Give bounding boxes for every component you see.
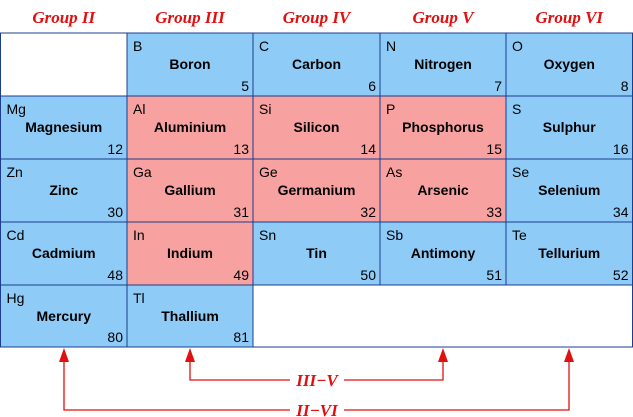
element-cell — [505, 32, 633, 97]
element-cell — [0, 158, 128, 223]
element-name: Silicon — [294, 119, 340, 135]
element-cell — [505, 221, 633, 286]
element-symbol: In — [133, 227, 145, 243]
element-symbol: N — [386, 38, 396, 54]
element-cell — [379, 95, 507, 160]
element-symbol: Al — [133, 101, 145, 117]
group-label: Group IV — [283, 8, 352, 27]
element-symbol: As — [386, 164, 402, 180]
element-name: Gallium — [164, 182, 215, 198]
element-cell — [126, 221, 254, 286]
element-cell — [126, 95, 254, 160]
element-symbol: Sb — [386, 227, 403, 243]
element-cell — [252, 95, 381, 160]
element-symbol: Si — [259, 101, 271, 117]
element-cell — [0, 284, 128, 348]
element-name: Magnesium — [25, 119, 102, 135]
element-cell — [505, 158, 633, 223]
arrow-head — [564, 348, 574, 362]
element-symbol: Se — [512, 164, 529, 180]
element-name: Cadmium — [32, 245, 96, 261]
atomic-number: 80 — [107, 329, 123, 345]
atomic-number: 15 — [486, 141, 502, 157]
element-name: Zinc — [49, 182, 78, 198]
atomic-number: 13 — [233, 141, 249, 157]
element-cell — [252, 158, 381, 223]
element-cell — [252, 221, 381, 286]
element-name: Aluminium — [154, 119, 226, 135]
element-name: Boron — [169, 56, 210, 72]
element-name: Antimony — [411, 245, 476, 261]
group-label: Group III — [155, 8, 226, 27]
element-name: Mercury — [37, 308, 92, 324]
group-label: Group VI — [535, 8, 604, 27]
group-label: Group II — [32, 8, 96, 27]
element-name: Germanium — [278, 182, 356, 198]
group-label: Group V — [413, 8, 476, 27]
element-symbol: Te — [512, 227, 527, 243]
arrow-ii-vi — [63, 356, 570, 411]
atomic-number: 16 — [613, 141, 629, 157]
element-name: Oxygen — [544, 56, 595, 72]
element-symbol: B — [133, 38, 142, 54]
pair-label: II−VI — [295, 401, 339, 417]
element-name: Phosphorus — [402, 119, 484, 135]
atomic-number: 50 — [360, 267, 376, 283]
element-name: Tin — [306, 245, 327, 261]
element-symbol: S — [512, 101, 521, 117]
element-cell — [126, 158, 254, 223]
atomic-number: 8 — [621, 78, 629, 94]
arrow-head — [59, 348, 69, 362]
atomic-number: 31 — [233, 204, 249, 220]
atomic-number: 48 — [107, 267, 123, 283]
element-name: Arsenic — [417, 182, 469, 198]
arrow-head — [438, 348, 448, 362]
element-name: Indium — [167, 245, 213, 261]
element-symbol: C — [259, 38, 269, 54]
element-name: Nitrogen — [414, 56, 472, 72]
atomic-number: 81 — [233, 329, 249, 345]
element-name: Selenium — [538, 182, 600, 198]
element-cell — [0, 221, 128, 286]
element-name: Tellurium — [538, 245, 600, 261]
atomic-number: 51 — [486, 267, 502, 283]
atomic-number: 33 — [486, 204, 502, 220]
atomic-number: 32 — [360, 204, 376, 220]
element-symbol: Cd — [7, 227, 25, 243]
atomic-number: 12 — [107, 141, 123, 157]
arrows: III−V II−VI — [59, 348, 574, 417]
element-cell — [126, 284, 254, 348]
element-symbol: Ga — [133, 164, 152, 180]
element-symbol: Sn — [259, 227, 276, 243]
pair-label: III−V — [295, 371, 339, 390]
element-cell — [379, 158, 507, 223]
element-cell — [505, 95, 633, 160]
element-symbol: P — [386, 101, 395, 117]
arrow-head — [185, 348, 195, 362]
atomic-number: 52 — [613, 267, 629, 283]
element-symbol: Zn — [7, 164, 23, 180]
atomic-number: 34 — [613, 204, 629, 220]
atomic-number: 7 — [494, 78, 502, 94]
element-symbol: Hg — [7, 290, 25, 306]
arrow-iii-v — [189, 356, 444, 381]
atomic-number: 14 — [360, 141, 376, 157]
element-cell — [252, 32, 381, 97]
element-cell — [379, 221, 507, 286]
atomic-number: 49 — [233, 267, 249, 283]
element-symbol: Mg — [7, 101, 26, 117]
element-symbol: O — [512, 38, 523, 54]
atomic-number: 6 — [368, 78, 376, 94]
element-name: Thallium — [161, 308, 219, 324]
atomic-number: 30 — [107, 204, 123, 220]
element-symbol: Tl — [133, 290, 145, 306]
element-name: Sulphur — [543, 119, 596, 135]
element-name: Carbon — [292, 56, 341, 72]
atomic-number: 5 — [241, 78, 249, 94]
element-symbol: Ge — [259, 164, 278, 180]
